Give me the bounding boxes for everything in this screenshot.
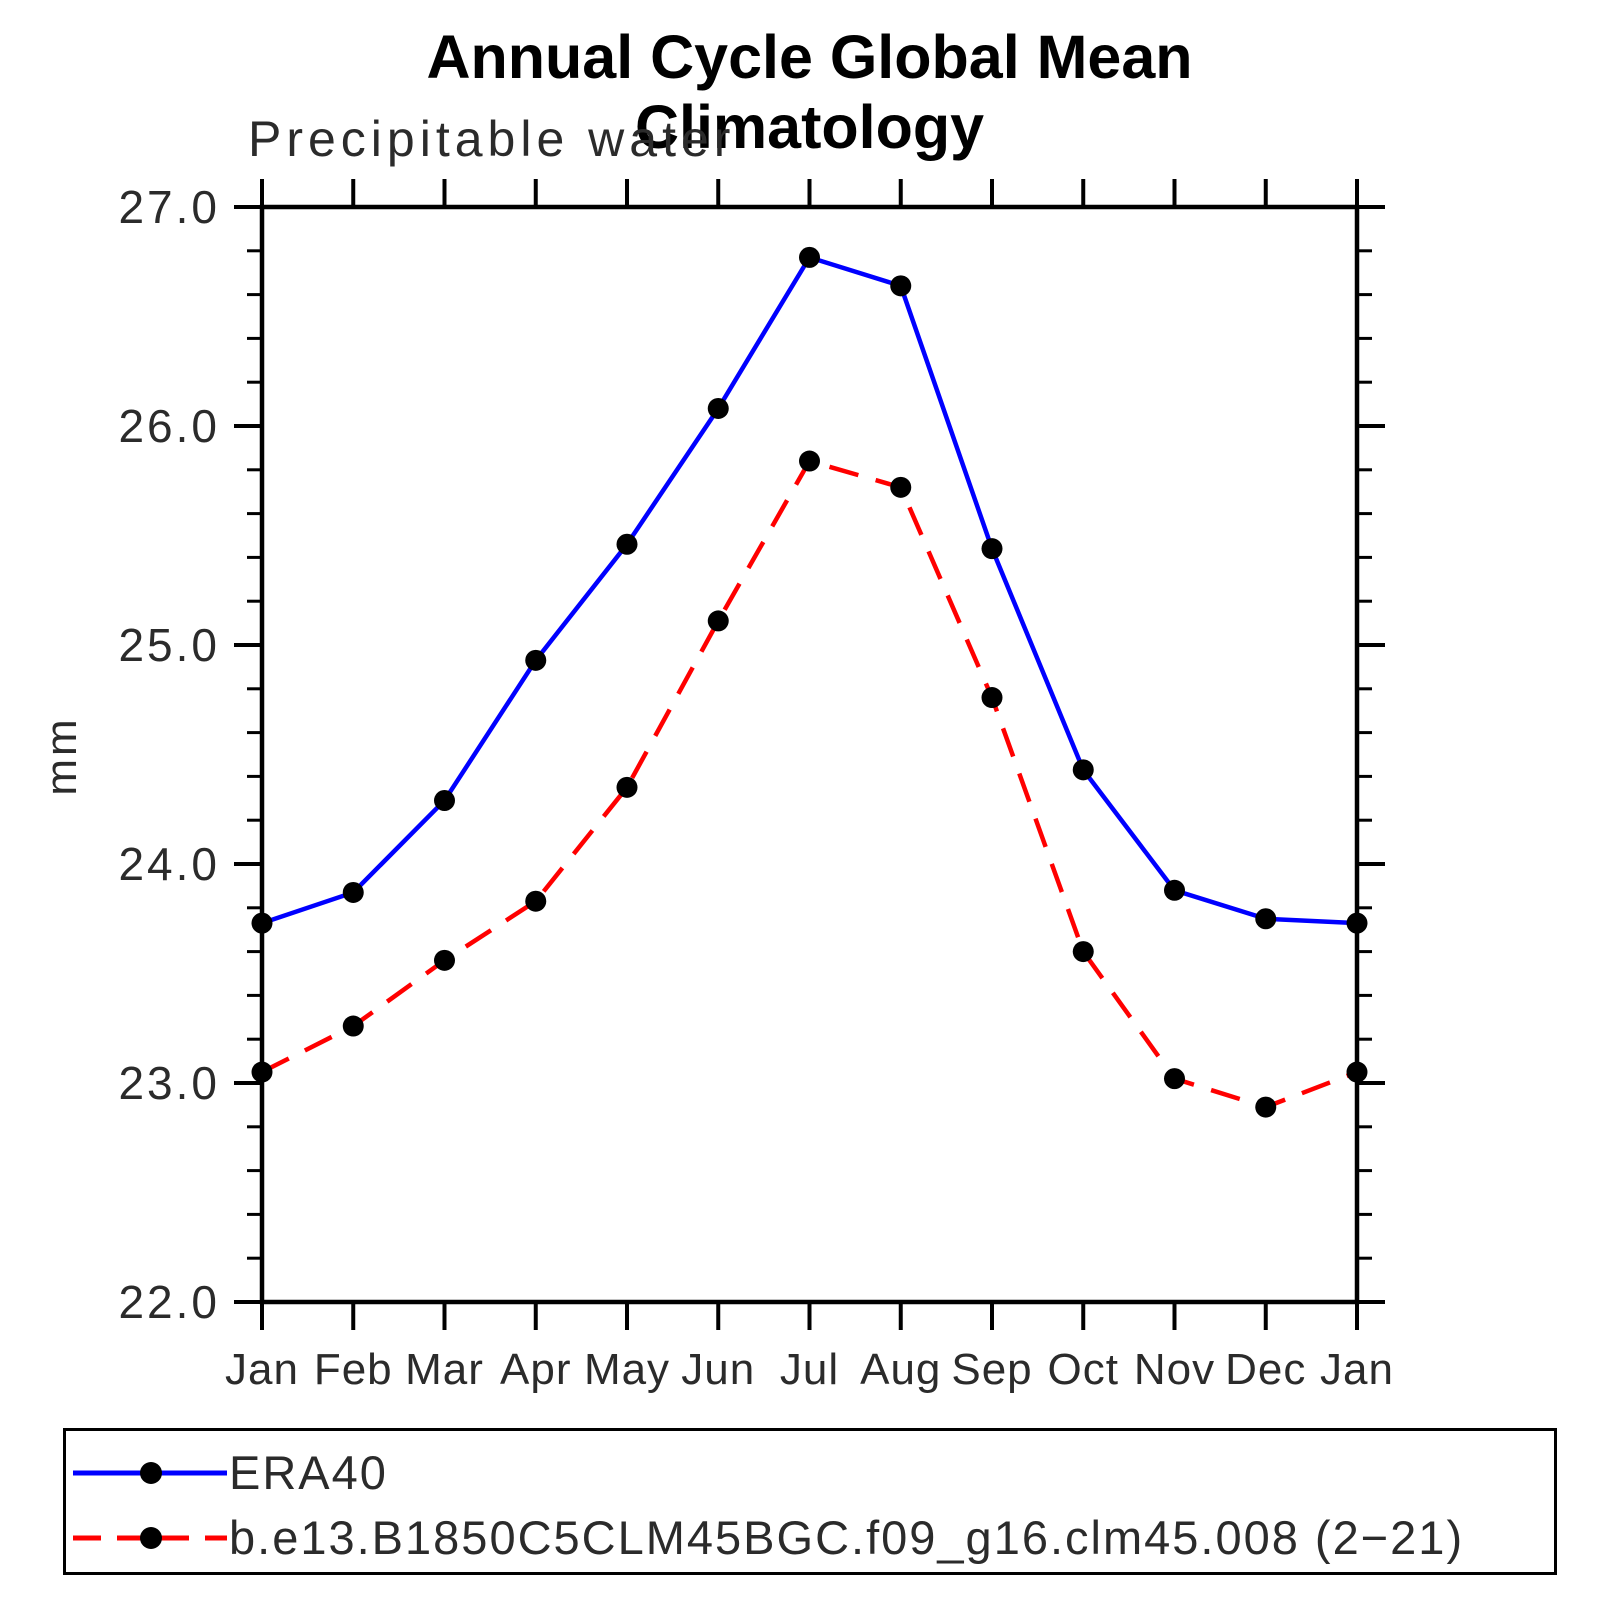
x-tick-label: Oct: [1047, 1345, 1119, 1394]
legend-row-era40: ERA40: [66, 1443, 1554, 1503]
data-point-marker-1: [890, 476, 912, 498]
x-tick-label: Feb: [313, 1345, 393, 1394]
data-point-marker-1: [799, 450, 820, 472]
legend-row-model: b.e13.B1850C5CLM45BGC.f09_g16.clm45.008 …: [66, 1508, 1554, 1568]
legend-marker-dot: [140, 1462, 162, 1484]
data-point-marker-1: [251, 1061, 273, 1083]
x-tick-label: May: [583, 1345, 671, 1394]
plot-border: [259, 204, 1360, 1305]
data-point-marker-0: [616, 533, 638, 555]
x-tick-label: Apr: [500, 1345, 572, 1394]
x-tick-label: Jan: [225, 1345, 299, 1394]
data-point-marker-0: [1255, 908, 1277, 930]
legend-sample-dashed-line: [73, 1527, 227, 1549]
data-point-marker-1: [342, 1015, 364, 1037]
data-point-marker-1: [1164, 1068, 1185, 1090]
x-tick-label: Jun: [681, 1345, 756, 1394]
data-point-marker-0: [342, 881, 364, 903]
x-tick-label: Aug: [860, 1345, 942, 1394]
data-point-marker-1: [1346, 1061, 1368, 1083]
data-point-marker-1: [434, 949, 455, 971]
y-tick-label: 26.0: [118, 400, 220, 452]
data-point-marker-0: [1346, 912, 1368, 934]
x-tick-label: Jan: [1320, 1345, 1394, 1394]
data-point-marker-1: [616, 776, 638, 798]
data-point-marker-1: [1255, 1096, 1277, 1118]
y-tick-label: 22.0: [118, 1276, 220, 1328]
x-tick-label: Nov: [1133, 1345, 1216, 1394]
data-point-marker-0: [890, 275, 912, 297]
legend-marker-dot: [140, 1527, 162, 1549]
series-line-1: [260, 458, 1358, 1110]
data-point-marker-0: [1072, 759, 1094, 781]
y-tick-label: 24.0: [118, 838, 220, 890]
legend-label-model: b.e13.B1850C5CLM45BGC.f09_g16.clm45.008 …: [229, 1511, 1465, 1564]
chart-subtitle: Precipitable water: [248, 111, 736, 167]
x-tick-label: Jul: [779, 1345, 840, 1394]
legend-label-era40: ERA40: [229, 1446, 388, 1499]
series-line-0: [261, 254, 1358, 926]
data-point-marker-1: [525, 890, 547, 912]
data-point-marker-0: [1164, 879, 1185, 901]
x-tick-label: Mar: [405, 1345, 484, 1394]
data-point-marker-0: [707, 397, 729, 419]
data-point-marker-0: [799, 246, 820, 268]
data-point-marker-1: [1072, 941, 1094, 963]
y-tick-label: 27.0: [118, 181, 220, 233]
x-tick-label: Dec: [1225, 1345, 1307, 1394]
legend-sample-solid-line: [73, 1462, 227, 1484]
data-point-marker-1: [981, 687, 1003, 709]
y-tick-label: 23.0: [118, 1057, 220, 1109]
data-point-marker-0: [434, 789, 455, 811]
data-point-marker-0: [251, 912, 273, 934]
data-point-marker-1: [707, 610, 729, 632]
y-tick-label: 25.0: [118, 619, 220, 671]
legend: ERA40 b.e13.B1850C5CLM45BGC.f09_g16.clm4…: [63, 1428, 1557, 1575]
x-tick-label: Sep: [951, 1345, 1033, 1394]
chart-title: Annual Cycle Global Mean Climatology: [426, 23, 1193, 161]
data-point-marker-0: [981, 538, 1003, 560]
data-point-marker-0: [525, 649, 547, 671]
